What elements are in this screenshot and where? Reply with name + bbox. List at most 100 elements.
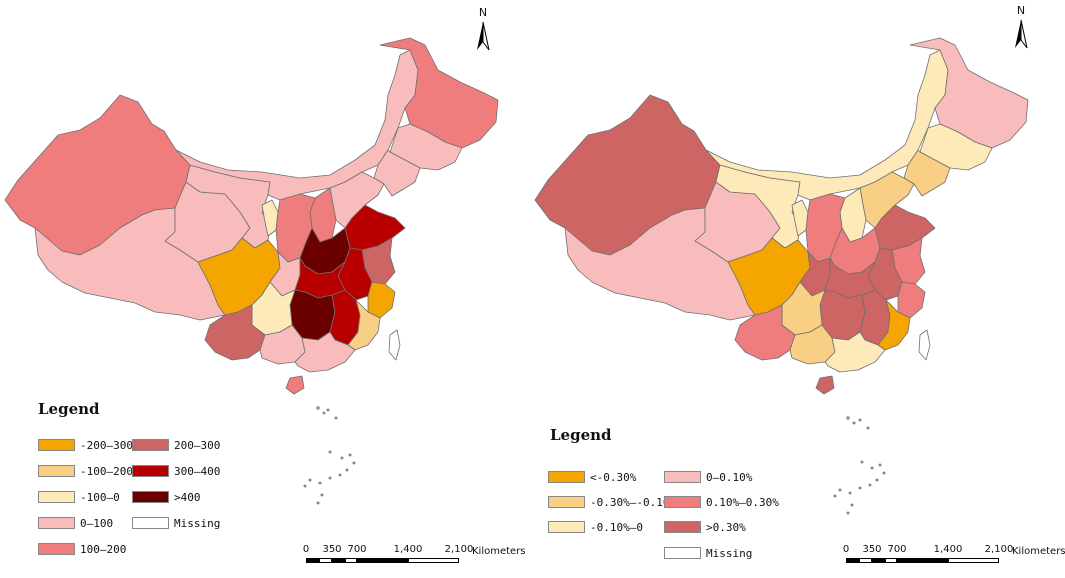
legend-item: >0.30% [664,519,746,535]
scale-segment [948,558,999,563]
legend-item: <-0.30% [548,469,636,485]
legend-item: 100—200 [38,541,126,557]
right-map-panel: N Legend 0 350 700 1,400 2,100 Kilometer… [530,0,1065,574]
north-arrow: N [1010,4,1032,52]
legend-label: Missing [174,516,221,530]
scale-unit: Kilometers [472,546,526,557]
legend-label: >400 [174,490,201,504]
scale-segment [897,558,948,563]
legend-item: Missing [132,515,220,531]
legend-item: -0.10%—0 [548,519,643,535]
legend-item: 300—400 [132,463,220,479]
left-map-panel: N Legend 0 350 700 1,400 2,100 Kilometer… [0,0,530,574]
north-arrow-icon [477,21,490,51]
right-china-map [534,37,1029,515]
scale-segment [846,558,859,563]
legend-item: 0.10%—0.30% [664,494,779,510]
legend-swatch [132,517,169,529]
legend-label: -0.10%—0 [590,520,643,534]
legend-swatch [132,491,169,503]
province-taiwan [918,329,931,361]
scale-tick: 350 [862,544,882,555]
province-heilongjiang [379,37,499,149]
scale-segment [357,558,408,563]
legend-swatch [664,471,701,483]
scale-tick: 0 [842,544,850,555]
north-arrow: N [472,6,494,54]
province-fujian [877,299,911,351]
north-arrow-label: N [1016,4,1026,17]
legend-swatch [38,517,75,529]
scale-segment [872,558,885,563]
north-arrow-label: N [478,6,488,19]
legend-label: 300—400 [174,464,221,478]
province-hainan [815,375,835,395]
scale-tick: 1,400 [393,544,423,555]
scale-segment [408,558,459,563]
left-china-map [4,37,499,505]
legend-swatch [38,465,75,477]
legend-label: 0—100 [80,516,114,530]
legend-label: <-0.30% [590,470,637,484]
legend-label: 0.10%—0.30% [706,495,779,509]
legend-title: Legend [550,426,612,444]
scale-tick: 2,100 [984,544,1014,555]
scale-tick: 700 [347,544,367,555]
legend-swatch [38,439,75,451]
legend-title: Legend [38,400,100,418]
legend-item: -100—200 [38,463,133,479]
province-yunnan [204,304,266,361]
legend-item: -200—300 [38,437,133,453]
legend-item: >400 [132,489,201,505]
legend-label: -0.30%—-0.10% [590,495,677,509]
scale-segment [859,558,872,563]
legend-label: Missing [706,546,753,560]
scale-segment [319,558,332,563]
legend-item: Missing [664,545,752,561]
province-hainan [285,375,305,395]
legend-swatch [548,521,585,533]
legend-label: -100—0 [80,490,120,504]
legend-swatch [38,491,75,503]
scale-bar: 0 350 700 1,400 2,100 Kilometers [842,544,1065,578]
province-zhejiang [897,281,926,319]
scale-tick: 0 [302,544,310,555]
scale-segment [345,558,357,563]
scale-tick: 350 [322,544,342,555]
legend-item: 0—100 [38,515,113,531]
province-guangdong [824,331,886,373]
south-china-sea-islands [833,416,886,515]
legend-swatch [548,496,585,508]
province-yunnan [734,304,796,361]
province-zhejiang [367,281,396,319]
legend-item: -0.30%—-0.10% [548,494,676,510]
legend-label: 0—0.10% [706,470,753,484]
legend-label: -100—200 [80,464,133,478]
legend-label: -200—300 [80,438,133,452]
legend-swatch [664,521,701,533]
legend-label: 200—300 [174,438,221,452]
scale-tick: 1,400 [933,544,963,555]
south-china-sea-islands [303,406,356,505]
province-fujian [347,299,381,351]
legend-item: 200—300 [132,437,220,453]
legend-swatch [548,471,585,483]
legend-swatch [38,543,75,555]
scale-bar: 0 350 700 1,400 2,100 Kilometers [302,544,530,578]
legend-item: 0—0.10% [664,469,752,485]
scale-segment [885,558,897,563]
legend-item: -100—0 [38,489,120,505]
legend-swatch [664,547,701,559]
province-taiwan [388,329,401,361]
scale-segment [332,558,345,563]
legend-swatch [132,465,169,477]
legend-swatch [132,439,169,451]
scale-segment [306,558,319,563]
province-guangdong [294,331,356,373]
scale-tick: 700 [887,544,907,555]
scale-tick: 2,100 [444,544,474,555]
legend-label: 100—200 [80,542,127,556]
scale-unit: Kilometers [1012,546,1065,557]
north-arrow-icon [1015,19,1028,49]
province-heilongjiang [909,37,1029,149]
